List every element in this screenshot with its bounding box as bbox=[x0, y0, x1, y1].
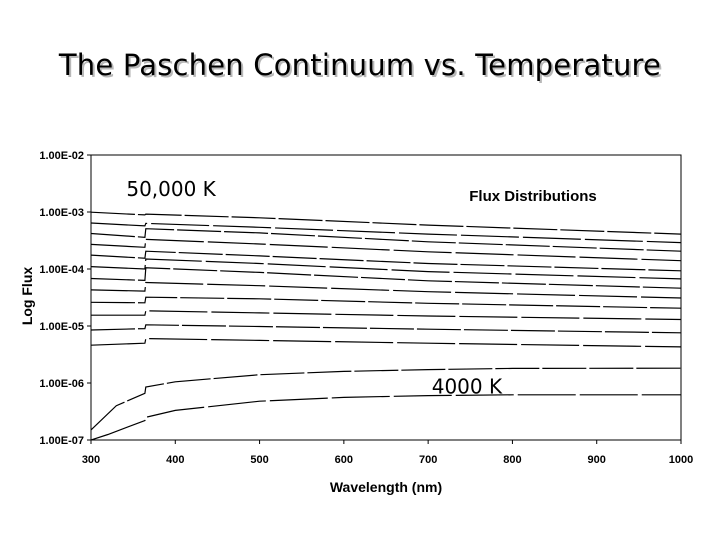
x-tick-label: 700 bbox=[419, 454, 437, 466]
series-line-6 bbox=[91, 258, 681, 280]
y-tick-label: 1.00E-03 bbox=[39, 207, 84, 219]
x-tick-label: 600 bbox=[335, 454, 353, 466]
y-tick-label: 1.00E-05 bbox=[39, 321, 84, 333]
series-layer bbox=[91, 211, 681, 440]
y-tick-label: 1.00E-02 bbox=[39, 150, 84, 162]
series-line-13 bbox=[91, 367, 681, 431]
series-line-8 bbox=[91, 281, 681, 299]
x-axis-label: Wavelength (nm) bbox=[330, 479, 442, 495]
series-line-11 bbox=[91, 324, 681, 334]
annotation-2: 4000 K bbox=[432, 375, 503, 399]
series-line-7 bbox=[91, 267, 681, 289]
x-tick-label: 900 bbox=[588, 454, 606, 466]
series-line-12 bbox=[91, 337, 681, 348]
series-line-5 bbox=[91, 250, 681, 272]
y-axis-label: Log Flux bbox=[19, 267, 35, 326]
x-tick-label: 1000 bbox=[669, 454, 693, 466]
x-tick-label: 300 bbox=[82, 454, 100, 466]
slide-title: The Paschen Continuum vs. Temperature bbox=[58, 48, 662, 82]
x-tick-label: 800 bbox=[503, 454, 521, 466]
series-line-9 bbox=[91, 296, 681, 309]
annotation-1: 50,000 K bbox=[126, 177, 216, 201]
y-tick-label: 1.00E-06 bbox=[39, 378, 84, 390]
series-line-1 bbox=[91, 211, 681, 235]
series-line-14 bbox=[91, 394, 681, 440]
series-line-2 bbox=[91, 222, 681, 244]
x-tick-labels: 300 400 500 600 700 800 900 1000 bbox=[82, 440, 693, 466]
y-tick-labels: 1.00E-07 1.00E-06 1.00E-05 1.00E-04 1.00E-03… bbox=[39, 150, 91, 447]
annotations: 50,000 K 4000 K bbox=[126, 177, 503, 399]
y-tick-label: 1.00E-07 bbox=[39, 435, 84, 447]
series-line-3 bbox=[91, 228, 681, 252]
chart-title: Flux Distributions bbox=[469, 188, 597, 205]
x-tick-label: 500 bbox=[250, 454, 268, 466]
series-line-4 bbox=[91, 238, 681, 262]
x-tick-label: 400 bbox=[166, 454, 184, 466]
series-line-10 bbox=[91, 310, 681, 321]
y-tick-label: 1.00E-04 bbox=[39, 264, 85, 276]
